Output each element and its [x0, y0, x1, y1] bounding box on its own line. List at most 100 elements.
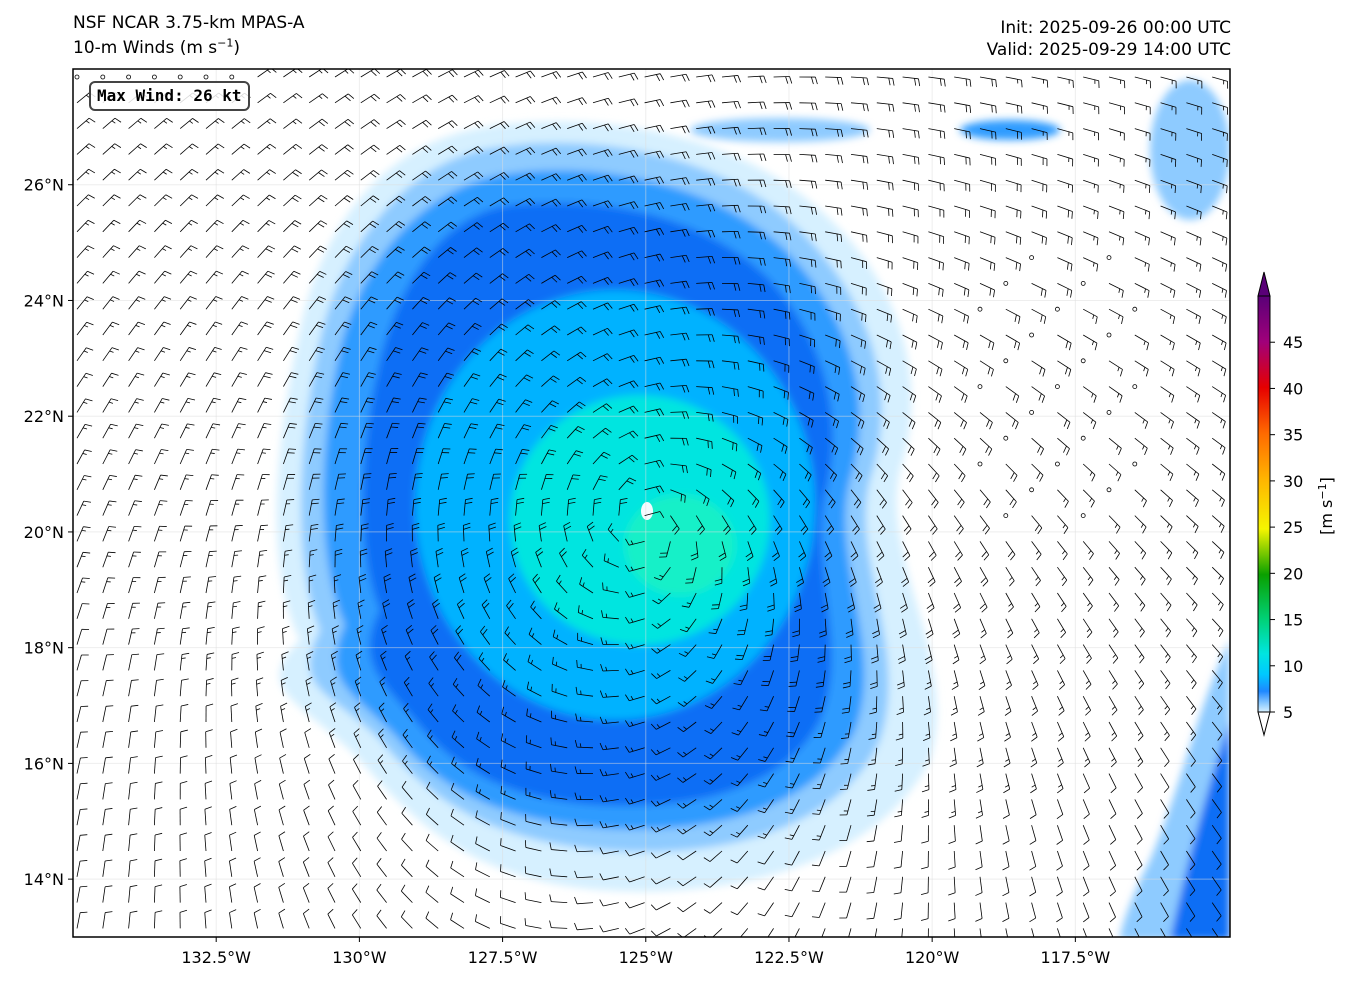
wind-barb [360, 296, 378, 310]
wind-barb [1083, 205, 1099, 219]
wind-barb [1057, 257, 1073, 272]
wind-barb [552, 629, 568, 645]
wind-barb [825, 257, 842, 269]
wind-barb [76, 860, 88, 877]
wind-barb [925, 618, 934, 639]
wind-barb [515, 473, 528, 490]
wind-barb [1108, 283, 1124, 298]
wind-barb [154, 168, 173, 181]
wind-barb [76, 808, 88, 826]
wind-barb [799, 154, 818, 163]
wind-barb [1108, 566, 1120, 586]
wind-barb [437, 196, 458, 207]
wind-barb [696, 334, 715, 342]
wind-barb [799, 102, 818, 111]
wind-barb [953, 360, 969, 377]
wind-barb [154, 525, 167, 542]
wind-barb [102, 270, 120, 284]
wind-barb [921, 825, 929, 844]
wind-barb [154, 832, 163, 852]
calm-wind-circle [1029, 332, 1034, 338]
wind-barb [948, 850, 956, 870]
wind-barb [811, 850, 826, 867]
wind-barb [1108, 928, 1114, 937]
wind-barb [577, 632, 594, 645]
wind-barb [454, 651, 465, 671]
wind-barb [102, 321, 120, 336]
wind-barb [102, 705, 114, 723]
wind-barb [1134, 76, 1151, 89]
wind-barb [1160, 308, 1176, 324]
wind-barb [378, 702, 387, 723]
wind-barb [475, 888, 490, 903]
calm-wind-circle [1003, 280, 1009, 286]
wind-barb [1186, 102, 1203, 115]
wind-barb [102, 859, 113, 877]
wind-barb [102, 398, 119, 413]
wind-barb [769, 567, 778, 587]
wind-barb [920, 876, 929, 896]
wind-barb [386, 296, 404, 310]
wind-barb [451, 756, 465, 774]
wind-barb [128, 551, 141, 568]
wind-barb [644, 305, 665, 314]
wind-barb [618, 329, 639, 338]
wind-barb [355, 650, 363, 671]
wind-barb [205, 474, 219, 490]
calm-wind-circle [100, 74, 106, 80]
wind-barb [352, 831, 362, 852]
wind-barb [839, 850, 852, 867]
wind-barb [921, 850, 929, 870]
wind-barb [205, 219, 224, 233]
wind-barb [500, 838, 516, 852]
wind-barb [954, 205, 970, 218]
wind-barb [541, 122, 562, 131]
wind-barb [1211, 515, 1225, 533]
wind-barb [607, 523, 620, 542]
wind-barb [229, 754, 238, 774]
wind-barb [979, 360, 994, 377]
wind-barb [876, 386, 891, 403]
wind-barb [592, 353, 613, 362]
wind-barb [231, 550, 242, 568]
wind-barb [1134, 412, 1149, 429]
calm-wind-circle [1029, 255, 1034, 261]
wind-barb [1108, 360, 1123, 377]
wind-barb [625, 668, 645, 676]
wind-barb [527, 654, 542, 671]
wind-barb [651, 618, 671, 629]
wind-barb [502, 679, 516, 697]
wind-barb [303, 753, 311, 774]
wind-barb [257, 346, 274, 362]
wind-barb [1056, 850, 1063, 871]
wind-barb [1031, 283, 1047, 298]
wind-barb [1005, 928, 1008, 937]
wind-barb [386, 221, 406, 233]
calm-wind-circle [126, 74, 132, 80]
wind-barb [205, 499, 219, 516]
wind-barb [360, 246, 379, 258]
wind-barb [308, 296, 327, 310]
wind-barb [1082, 773, 1091, 794]
wind-barb [1005, 102, 1023, 114]
wind-barb [500, 864, 516, 878]
wind-barb [953, 541, 963, 561]
wind-barb [231, 143, 251, 155]
wind-barb [1211, 799, 1222, 819]
wind-barb [179, 601, 191, 619]
wind-barb [308, 169, 328, 181]
wind-barb [979, 515, 990, 535]
wind-barb [1160, 773, 1170, 793]
wind-barb [592, 149, 613, 158]
wind-barb [257, 600, 266, 619]
wind-barb [1160, 515, 1173, 534]
wind-barb [386, 422, 400, 439]
wind-barb [618, 278, 639, 287]
wind-barb [678, 644, 697, 657]
wind-barb [670, 228, 690, 237]
wind-barb [876, 231, 893, 244]
init-time: Init: 2025-09-26 00:00 UTC [1000, 18, 1231, 38]
wind-barb [876, 308, 892, 323]
wind-barb [1108, 618, 1119, 638]
wind-barb [678, 670, 697, 682]
